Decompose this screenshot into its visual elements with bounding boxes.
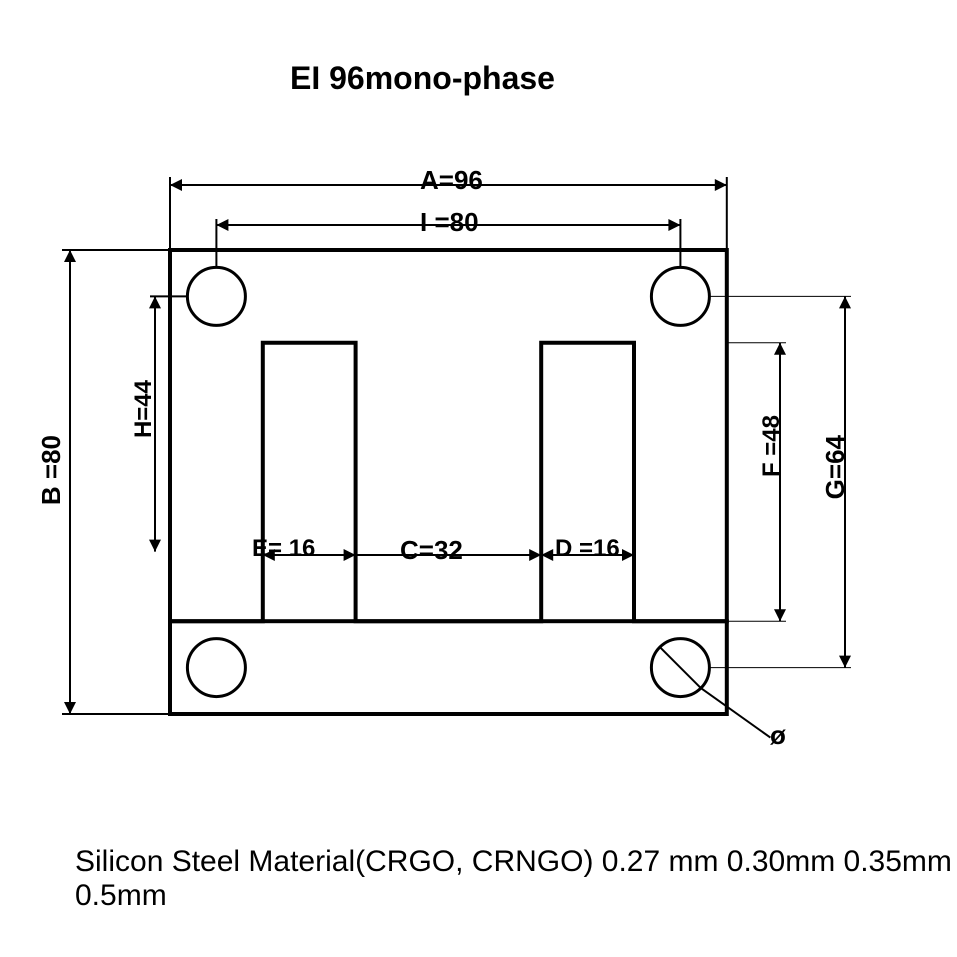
dim-G-label: G=64 [820,435,851,499]
dim-A-label: A=96 [420,165,483,196]
dim-B-label: B =80 [36,435,67,505]
dim-I-label: I =80 [420,207,479,238]
dim-F-label: F =48 [758,415,786,477]
dim-H-label: H=44 [130,380,158,438]
dim-D-label: D =16 [555,535,620,563]
dim-E-label: E= 16 [252,535,315,563]
lamination-drawing [0,0,957,957]
dim-C-label: C=32 [400,535,463,566]
dim-phi-label: ø [770,720,786,751]
